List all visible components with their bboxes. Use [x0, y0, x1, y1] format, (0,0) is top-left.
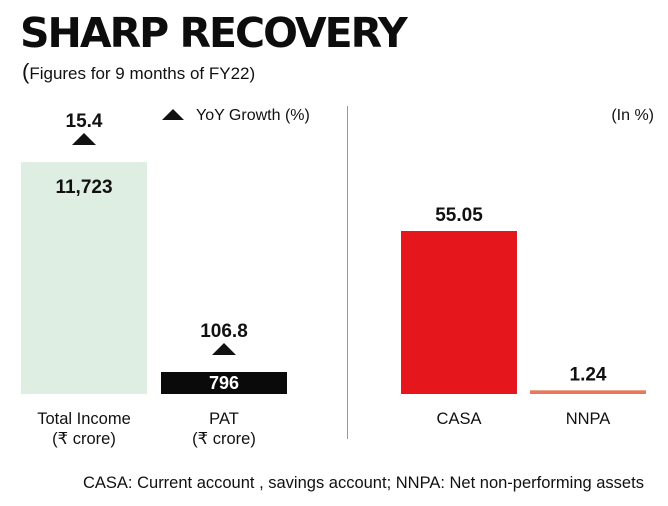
- page-title: SHARP RECOVERY: [20, 9, 408, 57]
- x-tick-label: NNPA: [566, 410, 611, 428]
- x-tick-label: CASA: [437, 410, 482, 428]
- growth-legend: YoY Growth (%): [162, 106, 310, 126]
- bar-nnpa: [530, 390, 646, 394]
- x-tick-label: (₹ crore): [192, 430, 256, 448]
- growth-value-label: 15.4: [66, 111, 103, 132]
- x-tick-label: (₹ crore): [52, 430, 116, 448]
- bar-pat: [161, 372, 287, 394]
- panel-divider: [347, 106, 348, 439]
- subtitle: (Figures for 9 months of FY22): [22, 60, 255, 86]
- bar-total-income: [21, 162, 147, 394]
- subtitle-paren: (: [22, 59, 30, 84]
- bar-casa: [401, 231, 517, 394]
- x-tick-label: Total Income: [37, 410, 131, 428]
- growth-triangle-icon: [212, 343, 236, 355]
- bar-value-label: 11,723: [55, 177, 112, 198]
- bar-value-label: 796: [209, 373, 239, 393]
- triangle-up-icon: [162, 108, 184, 120]
- x-tick-label: PAT: [209, 410, 239, 428]
- growth-triangle-icon: [72, 133, 96, 145]
- subtitle-text: Figures for 9 months of FY22): [29, 64, 256, 83]
- bar-value-label: 55.05: [435, 205, 483, 226]
- growth-value-label: 106.8: [200, 321, 248, 342]
- bar-value-label: 1.24: [570, 364, 607, 385]
- footnote: CASA: Current account , savings account;…: [83, 474, 644, 492]
- unit-label: (In %): [611, 107, 654, 124]
- bar-chart: 11,723 15.4 Total Income (₹ crore) 796 106.8 P…: [21, 111, 646, 448]
- legend-label: YoY Growth (%): [196, 107, 310, 124]
